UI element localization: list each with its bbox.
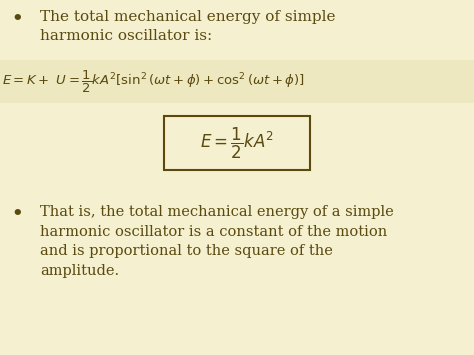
Text: $E = K +\ U = \dfrac{1}{2}kA^{2}[\sin^{2}(\omega t + \phi) + \cos^{2}(\omega t +: $E = K +\ U = \dfrac{1}{2}kA^{2}[\sin^{2…: [2, 69, 305, 94]
FancyBboxPatch shape: [0, 60, 474, 103]
Text: •: •: [12, 205, 24, 223]
Text: That is, the total mechanical energy of a simple
harmonic oscillator is a consta: That is, the total mechanical energy of …: [40, 205, 394, 278]
FancyBboxPatch shape: [164, 116, 310, 170]
Text: •: •: [12, 10, 24, 28]
Text: The total mechanical energy of simple
harmonic oscillator is:: The total mechanical energy of simple ha…: [40, 10, 336, 43]
Text: $E = \dfrac{1}{2}kA^{2}$: $E = \dfrac{1}{2}kA^{2}$: [200, 125, 274, 160]
